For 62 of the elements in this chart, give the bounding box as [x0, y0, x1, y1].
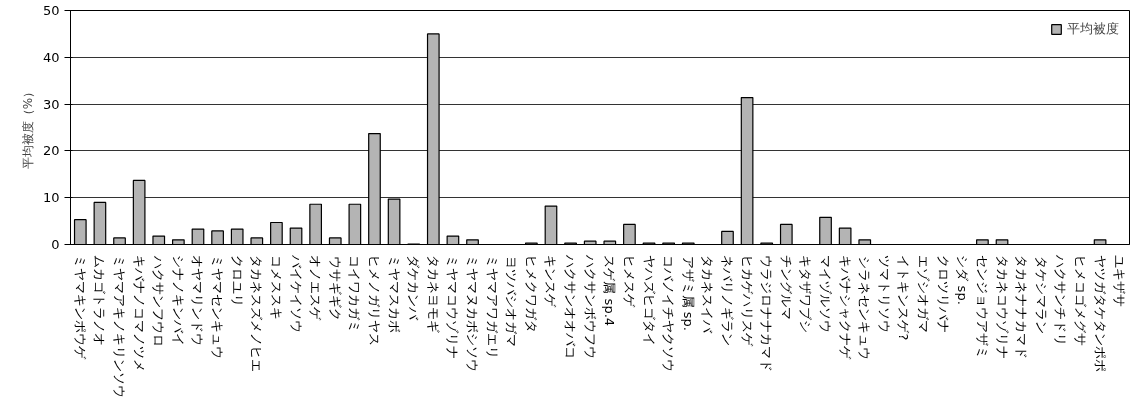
x-tick-label: ヒメスゲ — [621, 255, 637, 309]
x-tick-label: マイヅルソウ — [818, 255, 834, 334]
x-tick-label: オノエスゲ — [308, 255, 324, 322]
x-tick-label: キバナノコマノツメ — [131, 255, 147, 373]
x-tick-label: シダ sp. — [955, 255, 971, 305]
x-tick-label: コバノイチヤクソウ — [661, 255, 677, 373]
x-tick-label: タカネコウゾリナ — [994, 255, 1010, 360]
x-tick-label: キバナシャクナゲ — [837, 255, 853, 361]
x-tick-label: タカネスズメノヒエ — [249, 255, 265, 373]
x-tick-label: ミヤマアワガエリ — [484, 255, 500, 360]
x-tick-label: タカネヨモギ — [425, 255, 441, 334]
x-tick-label: キタザワブシ — [798, 255, 814, 334]
x-tick-label: コメススキ — [268, 255, 284, 321]
y-tick-label: 30 — [42, 96, 60, 112]
x-tick-label: ハクサンチドリ — [1053, 254, 1069, 347]
x-tick-label: ハクサンフウロ — [151, 254, 167, 347]
x-tick-label: ミヤマヌカボシソウ — [465, 255, 481, 373]
y-tick-label: 10 — [42, 190, 60, 206]
x-tick-label: イトキンスゲ? — [896, 255, 912, 341]
x-tick-label: ヒメノガリヤス — [366, 255, 382, 347]
x-tick-label: クロユリ — [229, 255, 245, 308]
x-tick-label: タケシマラン — [1033, 255, 1049, 334]
x-tick-label: タカネスイバ — [700, 255, 716, 335]
x-tick-label: タカネナナカマド — [1014, 255, 1030, 360]
y-tick-label: 20 — [42, 143, 60, 159]
y-tick-label: 50 — [42, 3, 60, 18]
x-tick-label: ミヤマアキノキリンソウ — [112, 255, 128, 399]
y-tick-label: 40 — [42, 49, 60, 65]
x-tick-label: ヒカゲハリスゲ — [739, 255, 755, 348]
x-tick-label: キンスゲ — [543, 255, 559, 309]
x-tick-label: ムカゴトラノオ — [92, 255, 108, 347]
x-tick-label: ヒメコゴメグサ — [1072, 255, 1088, 347]
x-tick-label: ウサギギク — [327, 255, 343, 321]
x-tick-label: ヤハズヒゴタイ — [641, 255, 657, 347]
x-tick-label: ハクサンボウフウ — [582, 254, 598, 360]
x-tick-label: コイワカガミ — [347, 255, 363, 334]
x-tick-label: アザミ属 sp. — [680, 255, 696, 331]
x-tick-label: ミヤマセンキュウ — [210, 255, 226, 360]
x-tick-label: ミヤマキンポウゲ — [72, 255, 88, 361]
x-tick-label: ウラジロナナカマド — [759, 255, 775, 373]
x-tick-label: ヨツバシオガマ — [504, 255, 520, 347]
x-tick-label: ツマトリソウ — [876, 255, 892, 334]
x-tick-label: ハクサンオオバコ — [563, 254, 579, 360]
x-tick-label: シラネセンキュウ — [857, 255, 873, 360]
x-tick-label: クロツリバナ — [935, 255, 951, 334]
x-tick-label: ヒメクワガタ — [523, 255, 539, 334]
x-tick-label: ヤツガタケタンポポ — [1092, 255, 1108, 373]
x-tick-label: オヤマリンドウ — [190, 255, 206, 347]
x-tick-label: ユキザサ — [1112, 255, 1128, 308]
x-tick-label: バイケイソウ — [288, 254, 304, 334]
x-tick-label: センジョウアザミ — [974, 255, 990, 360]
y-axis-title: 平均被度（%） — [20, 85, 35, 170]
x-tick-label: ネバリノギラン — [719, 255, 735, 347]
x-tick-label: スゲ属 sp.4 — [602, 255, 618, 327]
x-tick-label: ミヤマコウゾリナ — [445, 255, 461, 360]
x-tick-label: ミヤマスカボ — [386, 255, 402, 334]
y-tick-label: 0 — [51, 237, 60, 252]
x-tick-label: シナノキンバイ — [170, 255, 186, 347]
x-tick-label: ダケカンバ — [406, 255, 422, 322]
x-tick-label: エゾシオガマ — [916, 255, 932, 334]
x-tick-label: チングルマ — [778, 255, 794, 321]
legend-label: 平均被度 — [1067, 20, 1119, 38]
